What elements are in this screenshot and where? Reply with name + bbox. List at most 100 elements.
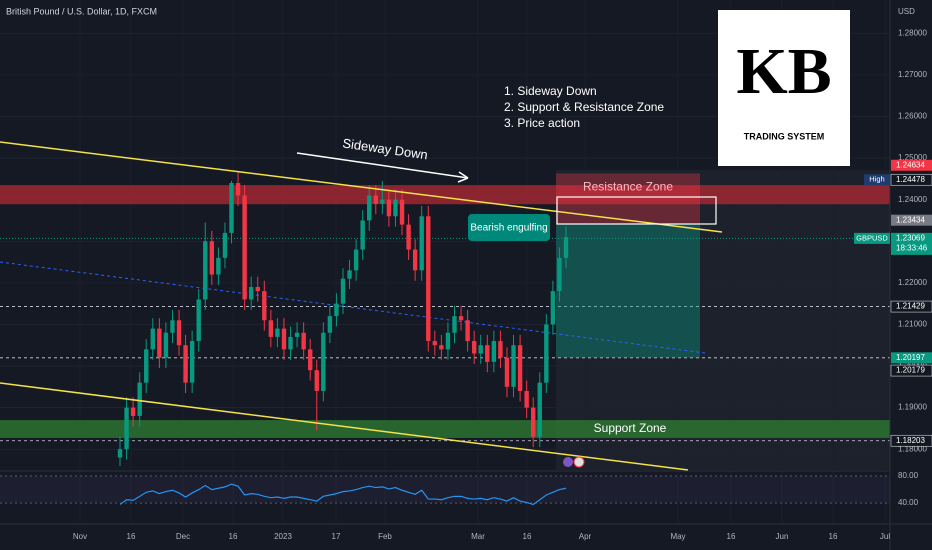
price-label: 1.20197 — [896, 353, 925, 362]
candle-body — [504, 357, 510, 387]
candle-body — [544, 324, 549, 383]
upper-trendline — [0, 141, 723, 233]
candle-body — [183, 345, 188, 383]
currency: USD — [898, 7, 915, 16]
candle-body — [537, 382, 542, 437]
candle-body — [367, 195, 372, 221]
logo-box — [718, 10, 850, 166]
pattern-label: Bearish engulfing — [470, 223, 547, 234]
y-tick-label: 1.24000 — [898, 195, 927, 204]
x-tick-label: 17 — [332, 532, 341, 541]
candle-body — [517, 345, 523, 391]
candle-body — [340, 278, 346, 304]
price-label-box — [890, 434, 932, 447]
candle-body — [347, 270, 352, 279]
price-label: 1.23069 — [896, 233, 925, 242]
candle-body — [216, 257, 221, 275]
rsi-line — [119, 483, 567, 506]
candle-body — [308, 349, 313, 371]
price-axis: 1.180001.190001.200001.210001.220001.230… — [854, 28, 932, 453]
candle-body — [275, 328, 280, 337]
price-label-box — [891, 352, 932, 364]
price-label: 1.24478 — [896, 175, 925, 184]
candle-body — [393, 199, 398, 217]
price-label-box — [891, 214, 932, 226]
y-tick-label: 1.25000 — [898, 153, 927, 162]
candle-body — [163, 332, 169, 358]
rsi-tick-label: 80.00 — [898, 471, 919, 480]
candle-body — [294, 332, 300, 337]
candle-body — [439, 345, 444, 350]
candle-body — [334, 303, 339, 317]
target-area — [556, 223, 700, 358]
candle-body — [550, 291, 556, 325]
price-label: 1.23434 — [896, 215, 925, 224]
marked-box — [556, 196, 717, 225]
price-label-box — [890, 364, 932, 377]
candle-body — [157, 328, 162, 358]
candle-body — [478, 345, 483, 354]
stop-area — [556, 173, 700, 224]
candle-body — [235, 183, 241, 196]
note: 1. Sideway Down — [504, 84, 597, 98]
candle-body — [327, 316, 333, 333]
symbol-title: British Pound / U.S. Dollar, 1D, FXCM — [6, 6, 157, 16]
event-icon — [563, 457, 573, 467]
candle-body — [150, 328, 155, 350]
candle-body — [281, 328, 287, 350]
note: 2. Support & Resistance Zone — [504, 100, 664, 114]
candle-body — [458, 316, 464, 321]
note: 3. Price action — [504, 116, 580, 130]
candle-body — [229, 183, 234, 233]
mid-channel — [0, 261, 706, 354]
y-tick-label: 1.26000 — [898, 112, 927, 121]
candle-body — [426, 216, 431, 342]
candle-body — [406, 224, 411, 250]
price-label: 1.21429 — [896, 302, 925, 311]
candle-body — [491, 341, 497, 362]
future-area — [556, 170, 890, 470]
price-label-box — [890, 300, 932, 313]
price-label-box — [891, 159, 932, 171]
series-tag-label: High — [869, 175, 884, 184]
y-tick-label: 1.22000 — [898, 278, 927, 287]
candle-body — [511, 345, 516, 387]
series-tag — [854, 232, 890, 244]
candle-body — [373, 195, 378, 204]
candle-body — [531, 407, 536, 437]
lower-trendline — [0, 382, 689, 471]
rsi-pane: 80.00 40.00 — [0, 471, 919, 507]
position — [556, 173, 700, 358]
candle-body — [203, 241, 208, 300]
candle-body — [314, 370, 319, 391]
zone — [0, 185, 890, 205]
x-tick-label: Apr — [579, 532, 592, 541]
candle-body — [445, 332, 451, 350]
event-icon — [573, 456, 585, 468]
candle-body — [465, 320, 470, 342]
candle-body — [412, 249, 418, 271]
price-label: 1.18203 — [896, 436, 925, 445]
price-label-box — [890, 173, 932, 186]
candle-body — [248, 286, 254, 300]
candle-body — [189, 341, 195, 383]
zone-label: Resistance Zone — [583, 179, 673, 193]
series-tag — [864, 174, 890, 186]
candle-body — [485, 345, 490, 362]
x-tick-label: 16 — [829, 532, 838, 541]
candle-body — [452, 316, 457, 333]
candle-body — [117, 449, 123, 458]
candle-body — [419, 216, 424, 271]
y-tick-label: 1.27000 — [898, 70, 927, 79]
candle-body — [242, 195, 247, 300]
x-tick-label: Feb — [378, 532, 392, 541]
x-tick-label: 2023 — [274, 532, 292, 541]
candle-body — [399, 199, 405, 225]
candle-body — [137, 382, 142, 416]
logo-caption: TRADING SYSTEM — [744, 131, 825, 141]
y-tick-label: 1.21000 — [898, 320, 927, 329]
candle-body — [321, 332, 326, 391]
candle-body — [380, 199, 385, 204]
